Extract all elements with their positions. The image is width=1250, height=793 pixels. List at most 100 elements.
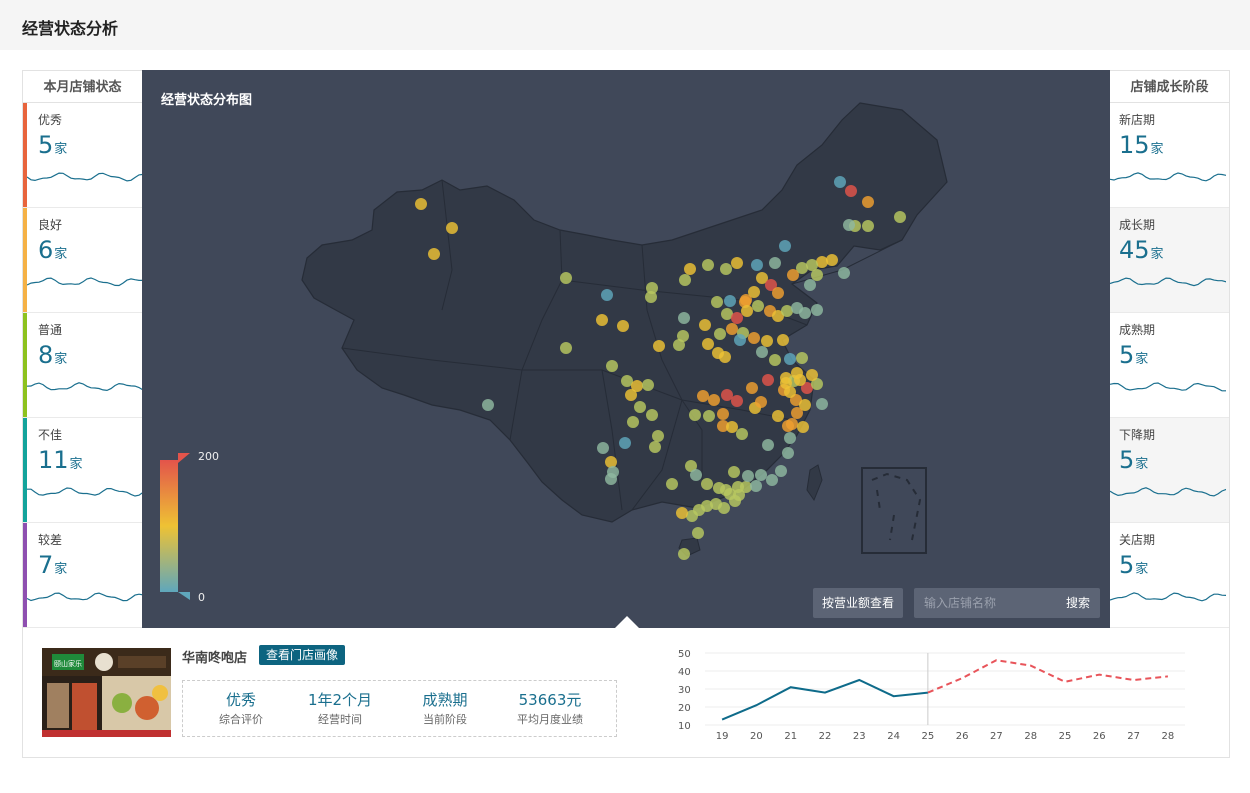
store-dot[interactable] [862,196,874,208]
store-dot[interactable] [811,269,823,281]
store-dot[interactable] [797,421,809,433]
store-dot[interactable] [799,399,811,411]
store-dot[interactable] [690,469,702,481]
store-dot[interactable] [708,394,720,406]
store-dot[interactable] [702,259,714,271]
store-dot[interactable] [739,296,751,308]
store-dot[interactable] [631,380,643,392]
store-dot[interactable] [751,259,763,271]
store-dot[interactable] [726,323,738,335]
view-by-revenue-button[interactable]: 按营业额查看 [813,588,903,618]
stage-item-0[interactable]: 新店期 15家 [1110,103,1229,208]
store-dot[interactable] [804,279,816,291]
store-dot[interactable] [560,272,572,284]
store-dots[interactable] [415,176,906,560]
revenue-trend-chart[interactable]: 10 20 30 40 50 19 20 21 22 23 24 25 26 27 28 25 26 27 28 [670,643,1190,748]
store-dot[interactable] [782,447,794,459]
view-store-profile-button[interactable]: 查看门店画像 [259,645,346,665]
store-dot[interactable] [894,211,906,223]
store-dot[interactable] [428,248,440,260]
store-dot[interactable] [772,310,784,322]
store-dot[interactable] [736,428,748,440]
store-dot[interactable] [711,296,723,308]
store-dot[interactable] [619,437,631,449]
store-dot[interactable] [780,377,792,389]
store-dot[interactable] [834,176,846,188]
store-dot[interactable] [741,305,753,317]
store-dot[interactable] [721,308,733,320]
store-dot[interactable] [703,410,715,422]
store-dot[interactable] [699,319,711,331]
store-dot[interactable] [702,338,714,350]
store-dot[interactable] [726,421,738,433]
store-dot[interactable] [482,399,494,411]
store-dot[interactable] [775,465,787,477]
store-dot[interactable] [838,267,850,279]
store-dot[interactable] [791,407,803,419]
status-item-4[interactable]: 较差 7家 [23,523,143,628]
store-dot[interactable] [779,240,791,252]
stage-item-2[interactable]: 成熟期 5家 [1110,313,1229,418]
store-dot[interactable] [642,379,654,391]
store-dot[interactable] [731,395,743,407]
store-dot[interactable] [714,328,726,340]
store-dot[interactable] [755,469,767,481]
status-distribution-map[interactable]: 经营状态分布图 200 0 按营业额查看 搜索 [142,70,1110,628]
store-dot[interactable] [740,481,752,493]
store-dot[interactable] [676,507,688,519]
store-dot[interactable] [784,353,796,365]
store-dot[interactable] [717,420,729,432]
store-dot[interactable] [678,312,690,324]
store-dot[interactable] [796,262,808,274]
store-dot[interactable] [781,305,793,317]
store-dot[interactable] [762,374,774,386]
store-dot[interactable] [734,334,746,346]
store-dot[interactable] [720,263,732,275]
store-dot[interactable] [772,410,784,422]
stage-item-3[interactable]: 下降期 5家 [1110,418,1229,523]
store-dot[interactable] [649,441,661,453]
store-dot[interactable] [446,222,458,234]
store-dot[interactable] [782,420,794,432]
status-item-1[interactable]: 良好 6家 [23,208,143,313]
store-dot[interactable] [717,408,729,420]
store-dot[interactable] [673,339,685,351]
stage-item-1[interactable]: 成长期 45家 [1110,208,1229,313]
store-dot[interactable] [728,466,740,478]
store-dot[interactable] [684,263,696,275]
store-dot[interactable] [415,198,427,210]
store-dot[interactable] [606,360,618,372]
store-dot[interactable] [748,332,760,344]
store-dot[interactable] [750,480,762,492]
store-dot[interactable] [748,286,760,298]
store-dot[interactable] [597,442,609,454]
store-dot[interactable] [697,390,709,402]
store-dot[interactable] [627,416,639,428]
store-dot[interactable] [678,548,690,560]
store-dot[interactable] [755,396,767,408]
status-item-2[interactable]: 普通 8家 [23,313,143,418]
store-dot[interactable] [646,409,658,421]
store-dot[interactable] [701,478,713,490]
stage-item-4[interactable]: 关店期 5家 [1110,523,1229,628]
store-dot[interactable] [761,335,773,347]
store-dot[interactable] [806,259,818,271]
status-item-0[interactable]: 优秀 5家 [23,103,143,208]
search-button[interactable]: 搜索 [1065,596,1090,610]
store-dot[interactable] [796,352,808,364]
store-dot[interactable] [784,432,796,444]
store-dot[interactable] [784,386,796,398]
store-dot[interactable] [693,504,705,516]
store-dot[interactable] [762,439,774,451]
store-dot[interactable] [677,330,689,342]
store-dot[interactable] [811,304,823,316]
store-dot[interactable] [801,382,813,394]
store-dot[interactable] [845,185,857,197]
store-dot[interactable] [811,378,823,390]
store-dot[interactable] [765,279,777,291]
store-dot[interactable] [816,256,828,268]
store-dot[interactable] [769,257,781,269]
store-dot[interactable] [721,389,733,401]
store-search-input[interactable] [914,588,1054,618]
store-photo[interactable]: 颐山家乐 [42,648,171,737]
